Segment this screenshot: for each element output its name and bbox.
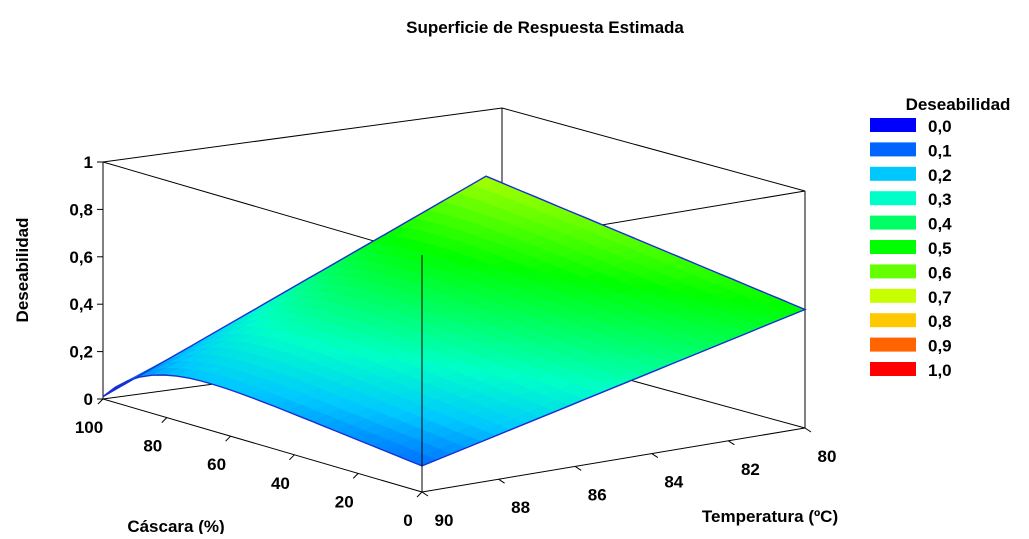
legend-label: 0,5: [928, 239, 952, 258]
x-tick: [352, 473, 359, 479]
legend-swatch: [870, 166, 916, 181]
z-axis-label: Deseabilidad: [13, 218, 32, 323]
y-tick-label: 80: [818, 447, 837, 466]
x-tick: [416, 491, 423, 498]
y-tick: [804, 427, 812, 433]
legend-swatch: [870, 313, 916, 328]
z-tick-label: 0: [84, 390, 93, 409]
legend-swatch: [870, 264, 916, 279]
legend-swatch: [870, 215, 916, 230]
y-tick: [574, 465, 582, 471]
y-tick: [651, 453, 659, 459]
legend-swatch: [870, 118, 916, 132]
legend-swatch: [870, 362, 916, 376]
x-tick-label: 80: [143, 437, 162, 456]
legend-label: 0,0: [928, 117, 952, 136]
x-tick: [97, 398, 104, 405]
legend-label: 0,3: [928, 190, 952, 209]
y-tick: [498, 478, 505, 484]
surface-plot: [102, 175, 807, 467]
y-tick-label: 88: [511, 498, 530, 517]
legend-title: Deseabilidad: [906, 95, 1011, 114]
x-tick-label: 100: [75, 418, 103, 437]
x-tick-label: 40: [271, 474, 290, 493]
y-tick-label: 84: [664, 473, 683, 492]
x-tick: [225, 435, 231, 442]
legend-label: 1,0: [928, 361, 952, 380]
legend-label: 0,1: [928, 141, 952, 160]
legend-swatch: [870, 191, 916, 206]
surface-outline: [102, 175, 807, 467]
axis-ticks: 0 0,2 0,4 0,6 0,8 1 100 80 60 40 20 0 80 82 84 86 88 90: [69, 153, 836, 530]
z-tick-label: 1: [84, 153, 93, 172]
frame-edge: [421, 427, 806, 493]
x-tick-label: 0: [403, 511, 412, 530]
legend: Deseabilidad 0,0 0,1 0,2 0,3 0,4 0,5 0,6 0,7 0,8…: [870, 95, 1010, 380]
legend-label: 0,6: [928, 263, 952, 282]
y-axis-label: Temperatura (ºC): [702, 507, 838, 526]
x-tick: [161, 417, 168, 423]
y-tick: [421, 491, 429, 497]
y-tick-label: 86: [588, 485, 607, 504]
legend-label: 0,4: [928, 215, 952, 234]
frame-edge: [501, 107, 806, 192]
y-tick-label: 82: [741, 460, 760, 479]
x-tick-label: 20: [335, 492, 354, 511]
x-tick: [289, 454, 295, 461]
legend-label: 0,7: [928, 288, 952, 307]
legend-swatch: [870, 240, 916, 254]
chart-title: Superficie de Respuesta Estimada: [406, 18, 684, 37]
legend-label: 0,8: [928, 312, 952, 331]
y-tick: [728, 440, 735, 446]
frame-edge: [102, 398, 423, 493]
legend-swatch: [870, 337, 916, 352]
frame-edge: [102, 107, 503, 163]
frame-edge: [102, 161, 423, 256]
legend-swatch: [870, 288, 916, 303]
y-tick-label: 90: [435, 511, 454, 530]
x-tick-label: 60: [207, 455, 226, 474]
legend-label: 0,2: [928, 166, 952, 185]
z-tick-label: 0,6: [69, 248, 93, 267]
z-tick-label: 0,4: [69, 295, 93, 314]
x-axis-label: Cáscara (%): [127, 517, 224, 534]
z-tick-label: 0,2: [69, 343, 93, 362]
legend-swatch: [870, 142, 916, 157]
legend-label: 0,9: [928, 337, 952, 356]
z-tick-label: 0,8: [69, 200, 93, 219]
